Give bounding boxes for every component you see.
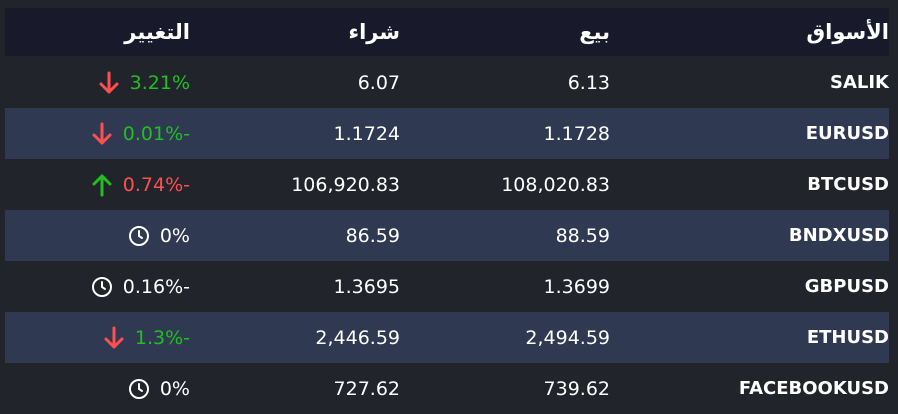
change-value: 1.3%- (134, 326, 190, 349)
header-change: التغيير (124, 20, 190, 44)
table-row[interactable]: EURUSD 1.1728 1.1724 0.01%- (5, 108, 889, 159)
sell-price: 108,020.83 (501, 173, 610, 196)
table-row[interactable]: FACEBOOKUSD 739.62 727.62 0% (5, 363, 889, 414)
table-row[interactable]: BTCUSD 108,020.83 106,920.83 0.74%- (5, 159, 889, 210)
sell-price: 2,494.59 (525, 326, 610, 349)
arrow-down-icon (103, 326, 125, 350)
buy-price: 1.3695 (333, 275, 400, 298)
sell-price: 6.13 (567, 71, 610, 94)
change-value: 0.74%- (122, 173, 190, 196)
buy-price: 1.1724 (333, 122, 400, 145)
market-name[interactable]: BNDXUSD (788, 225, 889, 246)
change-cell: 0% (128, 363, 190, 414)
buy-price: 86.59 (345, 224, 400, 247)
arrow-down-icon (91, 122, 113, 146)
buy-price: 6.07 (357, 71, 400, 94)
change-value: 0% (159, 224, 190, 247)
clock-icon (128, 377, 150, 401)
table-row[interactable]: SALIK 6.13 6.07 3.21% (5, 57, 889, 108)
market-name[interactable]: BTCUSD (807, 174, 889, 195)
sell-price: 88.59 (555, 224, 610, 247)
clock-icon (91, 275, 113, 299)
market-name[interactable]: FACEBOOKUSD (738, 378, 889, 399)
table-row[interactable]: ETHUSD 2,494.59 2,446.59 1.3%- (5, 312, 889, 363)
table-row[interactable]: BNDXUSD 88.59 86.59 0% (5, 210, 889, 261)
arrow-up-icon (91, 173, 113, 197)
market-name[interactable]: GBPUSD (804, 276, 889, 297)
change-cell: 0.16%- (91, 261, 190, 312)
change-cell: 0.01%- (91, 108, 190, 159)
change-value: 0.01%- (122, 122, 190, 145)
change-cell: 0.74%- (91, 159, 190, 210)
change-cell: 1.3%- (103, 312, 190, 363)
market-name[interactable]: SALIK (829, 72, 889, 93)
change-cell: 3.21% (98, 57, 190, 108)
change-cell: 0% (128, 210, 190, 261)
sell-price: 739.62 (543, 377, 610, 400)
header-buy: شراء (348, 20, 400, 44)
change-value: 0.16%- (122, 275, 190, 298)
clock-icon (128, 224, 150, 248)
sell-price: 1.3699 (543, 275, 610, 298)
header-markets: الأسواق (806, 20, 889, 44)
change-value: 3.21% (129, 71, 190, 94)
table-row[interactable]: GBPUSD 1.3699 1.3695 0.16%- (5, 261, 889, 312)
header-sell: بيع (579, 20, 610, 44)
sell-price: 1.1728 (543, 122, 610, 145)
change-value: 0% (159, 377, 190, 400)
table-header: الأسواق بيع شراء التغيير (5, 8, 889, 56)
arrow-down-icon (98, 71, 120, 95)
buy-price: 106,920.83 (291, 173, 400, 196)
buy-price: 2,446.59 (315, 326, 400, 349)
market-name[interactable]: ETHUSD (806, 327, 889, 348)
buy-price: 727.62 (333, 377, 400, 400)
market-name[interactable]: EURUSD (805, 123, 889, 144)
